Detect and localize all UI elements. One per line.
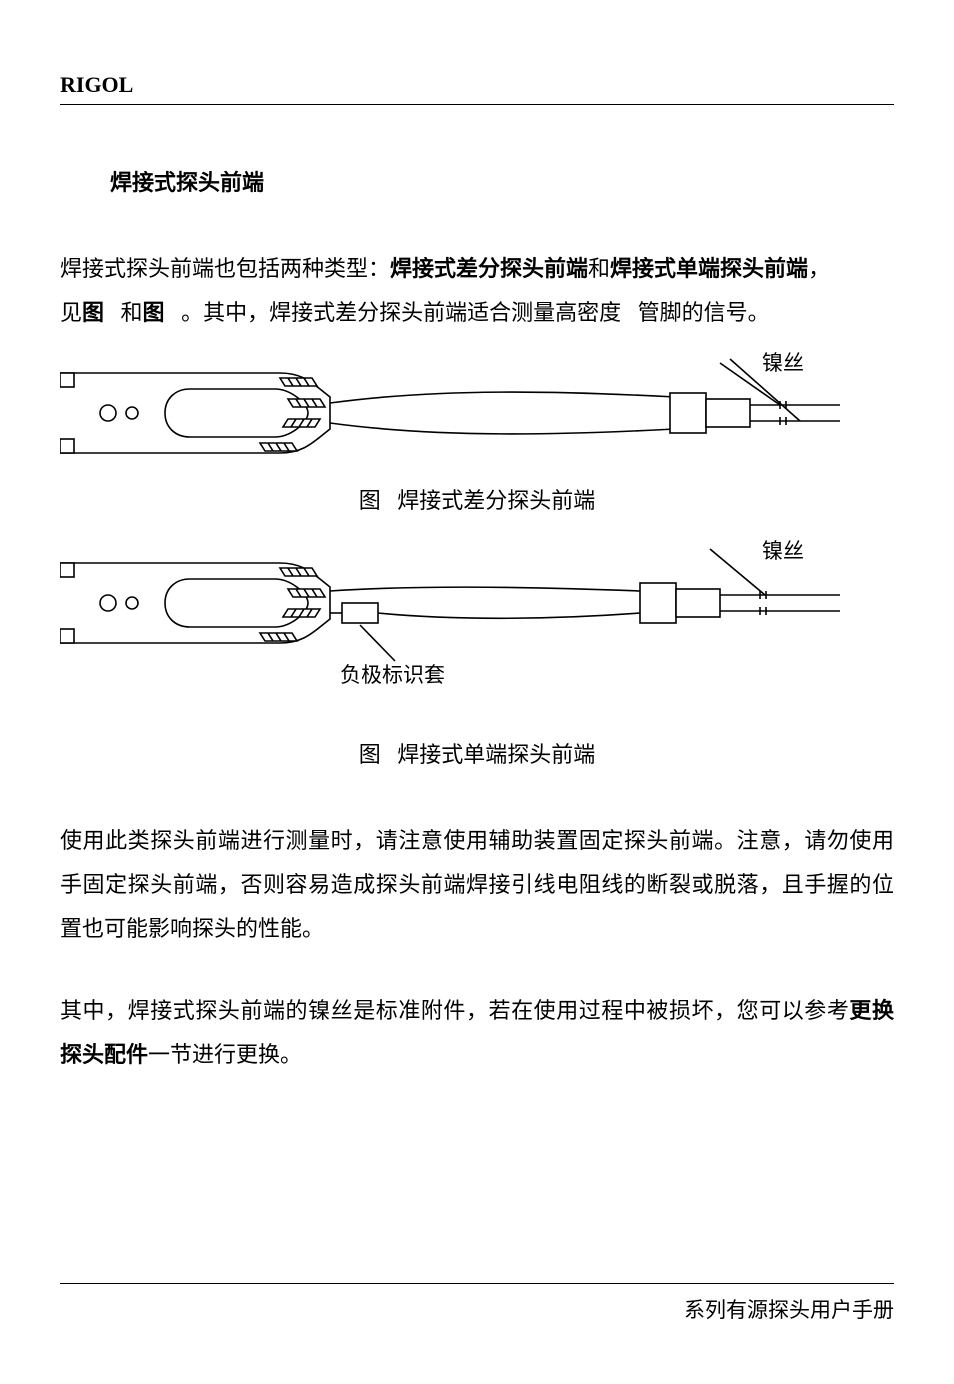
footer: 系列有源探头用户手册 xyxy=(60,1283,894,1324)
intro-bold-fig1: 图 xyxy=(82,300,104,325)
intro-text-2a: 见 xyxy=(60,300,82,325)
intro-text-2f: 管脚的信号。 xyxy=(638,300,770,325)
intro-text-1a: 焊接式探头前端也包括两种类型： xyxy=(60,256,390,281)
intro-bold-fig2: 图 xyxy=(143,300,165,325)
intro-bold-1: 焊接式差分探头前端 xyxy=(390,256,588,281)
paragraph-3: 其中，焊接式探头前端的镍丝是标准附件，若在使用过程中被损坏，您可以参考更换探头配… xyxy=(60,989,894,1077)
intro-text-1e: ， xyxy=(808,256,830,281)
figure-1-caption-text: 焊接式差分探头前端 xyxy=(397,488,595,513)
paragraph-2: 使用此类探头前端进行测量时，请注意使用辅助装置固定探头前端。注意，请勿使用手固定… xyxy=(60,819,894,951)
probe-diagram-differential xyxy=(60,353,840,473)
p3-text-a: 其中，焊接式探头前端的镍丝是标准附件，若在使用过程中被损坏，您可以参考 xyxy=(60,998,849,1023)
figure-1-caption-prefix: 图 xyxy=(359,488,381,513)
figure-2-caption-prefix: 图 xyxy=(359,742,381,767)
intro-bold-2: 焊接式单端探头前端 xyxy=(610,256,808,281)
callout-niesi-1: 镍丝 xyxy=(762,347,804,377)
footer-text: 系列有源探头用户手册 xyxy=(684,1298,894,1322)
figure-1-block: 镍丝 xyxy=(60,353,894,515)
figure-2-block: 镍丝 xyxy=(60,543,894,769)
callout-niesi-2: 镍丝 xyxy=(762,535,804,565)
probe-diagram-single-ended xyxy=(60,543,840,703)
section-title: 焊接式探头前端 xyxy=(110,165,894,197)
brand-name: RIGOL xyxy=(60,72,894,105)
figure-1-caption: 图 焊接式差分探头前端 xyxy=(60,483,894,515)
callout-marker-sleeve: 负极标识套 xyxy=(340,659,445,689)
figure-2-caption-text: 焊接式单端探头前端 xyxy=(397,742,595,767)
intro-paragraph: 焊接式探头前端也包括两种类型：焊接式差分探头前端和焊接式单端探头前端， 见图 和… xyxy=(60,247,894,335)
p3-text-c: 一节进行更换。 xyxy=(148,1042,302,1067)
intro-text-2c: 和 xyxy=(121,300,143,325)
intro-text-2e: 。其中，焊接式差分探头前端适合测量高密度 xyxy=(181,300,621,325)
intro-text-1c: 和 xyxy=(588,256,610,281)
figure-2-caption: 图 焊接式单端探头前端 xyxy=(60,737,894,769)
